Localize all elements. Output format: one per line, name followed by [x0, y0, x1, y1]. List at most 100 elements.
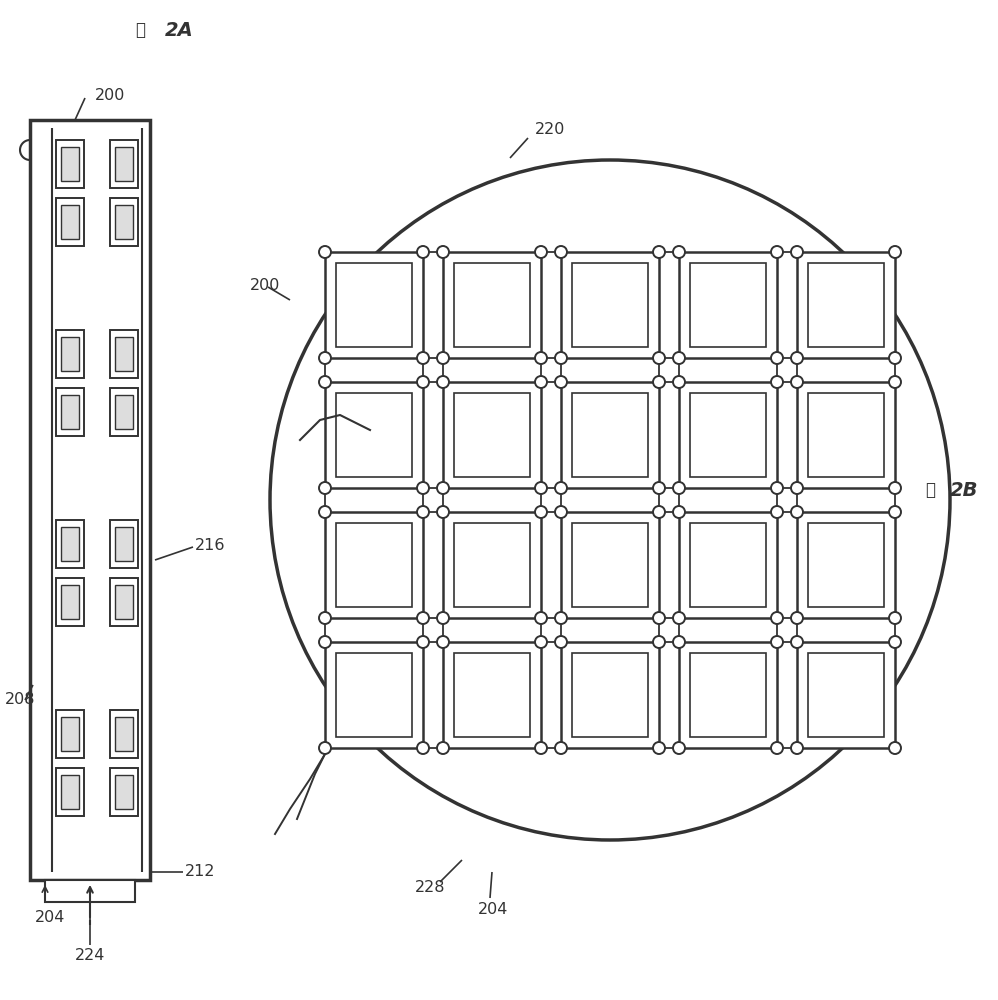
- Circle shape: [791, 352, 803, 364]
- Circle shape: [673, 246, 685, 258]
- Circle shape: [653, 742, 665, 754]
- Bar: [110, 520, 138, 568]
- Bar: [115, 395, 133, 429]
- Circle shape: [535, 246, 547, 258]
- Bar: [797, 252, 895, 358]
- Circle shape: [771, 352, 783, 364]
- Bar: [690, 393, 766, 477]
- Bar: [115, 527, 133, 561]
- Bar: [808, 653, 884, 737]
- Bar: [561, 382, 659, 488]
- Bar: [336, 263, 412, 347]
- Circle shape: [535, 482, 547, 494]
- Bar: [56, 198, 84, 246]
- Circle shape: [791, 612, 803, 624]
- Bar: [572, 393, 648, 477]
- Circle shape: [417, 376, 429, 388]
- Circle shape: [771, 742, 783, 754]
- Bar: [454, 263, 530, 347]
- Bar: [61, 337, 79, 371]
- Circle shape: [535, 352, 547, 364]
- Circle shape: [889, 636, 901, 648]
- Text: 200: 200: [250, 277, 280, 292]
- Circle shape: [437, 352, 449, 364]
- Circle shape: [673, 742, 685, 754]
- Bar: [572, 523, 648, 607]
- Bar: [115, 205, 133, 239]
- Circle shape: [771, 636, 783, 648]
- Bar: [110, 578, 138, 626]
- Circle shape: [417, 482, 429, 494]
- Bar: [572, 263, 648, 347]
- Circle shape: [555, 506, 567, 518]
- Circle shape: [319, 742, 331, 754]
- Bar: [572, 653, 648, 737]
- Bar: [454, 393, 530, 477]
- Bar: [61, 205, 79, 239]
- Circle shape: [319, 352, 331, 364]
- Bar: [690, 263, 766, 347]
- Circle shape: [889, 352, 901, 364]
- Text: 220: 220: [535, 122, 566, 137]
- Bar: [797, 512, 895, 618]
- Circle shape: [535, 376, 547, 388]
- Circle shape: [889, 482, 901, 494]
- Circle shape: [319, 506, 331, 518]
- Text: 204: 204: [35, 910, 66, 926]
- Circle shape: [437, 482, 449, 494]
- Bar: [808, 393, 884, 477]
- Text: 2B: 2B: [950, 481, 978, 499]
- Circle shape: [771, 612, 783, 624]
- Text: 224: 224: [75, 948, 105, 962]
- Bar: [454, 653, 530, 737]
- Bar: [443, 512, 541, 618]
- Circle shape: [555, 376, 567, 388]
- Circle shape: [417, 636, 429, 648]
- Circle shape: [535, 636, 547, 648]
- Bar: [690, 653, 766, 737]
- Circle shape: [673, 506, 685, 518]
- Text: 图: 图: [925, 481, 935, 499]
- Circle shape: [791, 636, 803, 648]
- Bar: [115, 147, 133, 181]
- Circle shape: [319, 482, 331, 494]
- Bar: [325, 642, 423, 748]
- Circle shape: [555, 742, 567, 754]
- Circle shape: [771, 506, 783, 518]
- Bar: [679, 512, 777, 618]
- Circle shape: [555, 246, 567, 258]
- Bar: [325, 382, 423, 488]
- Bar: [443, 642, 541, 748]
- Bar: [679, 252, 777, 358]
- Circle shape: [673, 482, 685, 494]
- Bar: [56, 140, 84, 188]
- Circle shape: [653, 482, 665, 494]
- Circle shape: [653, 636, 665, 648]
- Circle shape: [889, 612, 901, 624]
- Bar: [56, 330, 84, 378]
- Bar: [561, 252, 659, 358]
- Circle shape: [889, 246, 901, 258]
- Circle shape: [417, 506, 429, 518]
- Circle shape: [270, 160, 950, 840]
- Circle shape: [791, 506, 803, 518]
- Bar: [336, 393, 412, 477]
- Bar: [115, 337, 133, 371]
- Circle shape: [555, 612, 567, 624]
- Text: 208: 208: [5, 692, 36, 708]
- Circle shape: [889, 506, 901, 518]
- Bar: [797, 382, 895, 488]
- Bar: [115, 775, 133, 809]
- Circle shape: [673, 376, 685, 388]
- Text: 204: 204: [478, 902, 508, 918]
- Bar: [690, 523, 766, 607]
- Text: 2A: 2A: [165, 20, 194, 39]
- Circle shape: [791, 376, 803, 388]
- Circle shape: [535, 506, 547, 518]
- Bar: [454, 523, 530, 607]
- Bar: [110, 768, 138, 816]
- Circle shape: [653, 506, 665, 518]
- Circle shape: [771, 246, 783, 258]
- Bar: [45, 880, 135, 902]
- Bar: [56, 768, 84, 816]
